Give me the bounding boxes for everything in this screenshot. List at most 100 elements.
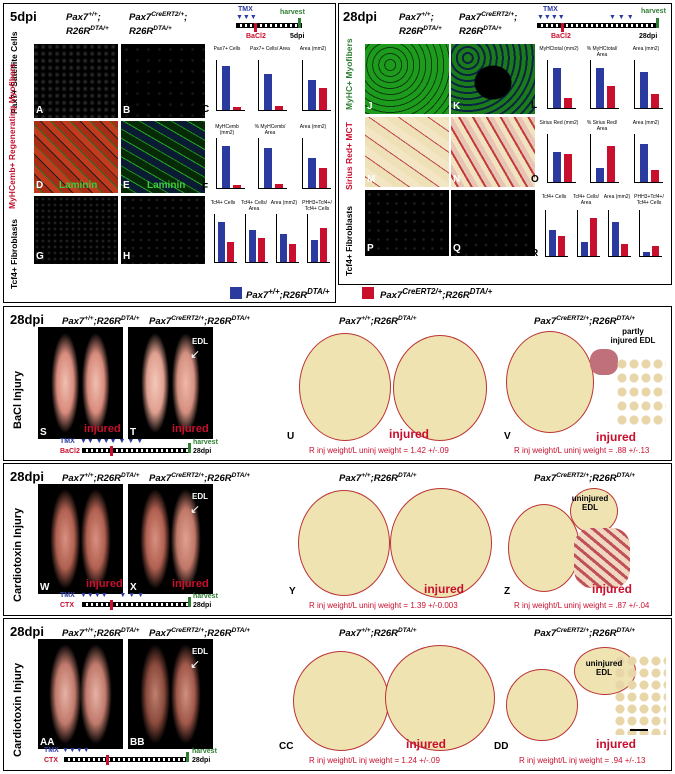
bar-wt	[640, 144, 648, 182]
image-A	[34, 44, 118, 118]
bar-wt	[553, 68, 561, 108]
chart-axis	[634, 134, 663, 183]
genotype-ko-section: Pax7CreERT2/+;R26RDTA/+	[534, 627, 636, 640]
chart-axis	[245, 214, 268, 263]
row-bacl: 28dpi BaCl Injury Pax7+/+;R26RDTA/+ Pax7…	[3, 306, 672, 461]
chart-axis	[590, 60, 619, 109]
letter-Y: Y	[289, 586, 296, 597]
letter-E: E	[123, 180, 130, 191]
letter-J: J	[367, 101, 373, 112]
timeline-harvest-label: harvest	[192, 748, 217, 755]
edl-arrow-icon: ↙	[190, 347, 201, 361]
letter-DD: DD	[494, 741, 509, 752]
section-CC	[289, 641, 499, 753]
letter-C: C	[202, 104, 210, 115]
section-edl-fragment	[590, 349, 618, 375]
row-label-myhcemb: MyHCemb+ Regenerating Myofibers	[7, 63, 17, 209]
row-label-tcf4: Tcf4+ Fibroblasts	[9, 219, 19, 289]
bar-wt	[581, 242, 588, 256]
letter-S: S	[40, 427, 47, 438]
timeline-dpi-label: 28dpi	[639, 33, 658, 40]
row-label-myhc: MyHC+ Myofibers	[344, 38, 354, 110]
section-left-half	[293, 651, 389, 751]
letter-BB: BB	[130, 737, 145, 748]
timeline-bar	[537, 23, 659, 28]
bar-wt	[640, 72, 648, 108]
letter-H: H	[123, 251, 131, 262]
bar-ko	[233, 107, 241, 110]
bar-ko	[621, 244, 628, 256]
tmx-arrows: ▼▼▼▼	[62, 747, 90, 754]
chart-axis	[276, 214, 299, 263]
bar-ko	[275, 106, 283, 110]
injection-marker	[106, 755, 109, 765]
chart-title: Tcf4+ Cells/ Area	[241, 200, 267, 212]
timeline-tmx-label: TMX	[60, 592, 75, 599]
genotype-ko: Pax7CreERT2/+;R26RDTA/+	[149, 472, 251, 485]
weight-ratio-wt: R inj weight/L uninj weight = 1.39 +/-0.…	[309, 601, 458, 610]
row-side-label: Cardiotoxin Injury	[12, 662, 24, 757]
letter-L: L	[531, 100, 538, 111]
image-Q	[451, 190, 535, 256]
letter-P: P	[367, 243, 374, 254]
charts-row2: Sirius Red (mm2) % Sirius Red/ Area Area…	[531, 120, 667, 190]
weight-ratio-ko: R inj weight/L uninj weight = .87 +/-.04	[514, 601, 650, 610]
chart-title: Area (mm2)	[603, 194, 631, 200]
letter-V: V	[504, 431, 511, 442]
injured-label-Z: injured	[592, 582, 633, 596]
image-J	[365, 44, 449, 114]
chart-title: PHH3+Tcf4+/ Tcf4+ Cells	[302, 200, 332, 212]
chart-axis	[258, 60, 287, 111]
edl-label: EDL	[192, 337, 208, 346]
timeline-dpi-label: 28dpi	[193, 602, 212, 609]
chart-title: Area (mm2)	[632, 46, 660, 52]
image-N	[451, 117, 535, 187]
bar-ko	[233, 185, 241, 188]
harvest-marker	[188, 597, 191, 607]
panel-28dpi: 28dpi Pax7+/+; R26RDTA/+ Pax7CreERT2/+; R2…	[338, 3, 672, 285]
chart-title: % Sirius Red/ Area	[586, 120, 618, 132]
injured-label-W: injured	[86, 578, 123, 590]
genotype-wt-header: Pax7+/+; R26RDTA/+	[399, 11, 442, 38]
chart-axis	[608, 210, 631, 257]
chart-axis	[307, 214, 330, 263]
section-Y	[296, 486, 496, 598]
timeline: TMX ▼▼▼▼ ▼ ▼ ▼ harvest BaCl2 28dpi	[535, 6, 671, 46]
chart-title: Pax7+ Cells/ Area	[250, 46, 290, 52]
section-edl	[570, 488, 618, 534]
tmx-arrows: ▼▼▼▼	[537, 14, 565, 21]
timeline-agent-label: CTX	[44, 757, 58, 764]
timeline-dpi-label: 28dpi	[192, 757, 211, 764]
chart-title: Area (mm2)	[299, 124, 327, 130]
tmx-arrows: ▼▼▼▼ ▼ ▼ ▼	[80, 592, 145, 599]
timeline: TMX ▼▼▼▼ CTX harvest 28dpi	[44, 747, 234, 769]
chart-axis	[216, 138, 245, 189]
legend-swatch-ko	[362, 287, 374, 299]
image-E	[121, 121, 205, 193]
bar-wt	[218, 222, 225, 262]
section-left-half	[298, 490, 390, 596]
timeline-harvest-label: harvest	[280, 9, 305, 16]
timeline: TMX ▼▼▼▼ ▼ ▼ ▼ CTX harvest 28dpi	[60, 592, 230, 614]
uninjured-edl-note: uninjured EDL	[585, 659, 623, 677]
timeline-tmx-label: TMX	[238, 6, 253, 13]
letter-B: B	[123, 105, 131, 116]
timeline-dpi-label: 28dpi	[193, 448, 212, 455]
bar-wt	[612, 222, 619, 256]
timeline-bacl-label: BaCl2	[551, 33, 571, 40]
legend-label-ko: Pax7CreERT2/+;R26RDTA/+	[380, 287, 493, 302]
injection-marker	[254, 23, 257, 32]
bar-ko	[258, 238, 265, 262]
chart-axis	[216, 60, 245, 111]
chart-axis	[577, 210, 600, 257]
letter-G: G	[36, 251, 44, 262]
chart-title: Area (mm2)	[299, 46, 327, 52]
timeline-bar	[236, 23, 302, 28]
bar-ko	[652, 246, 659, 256]
harvest-marker	[188, 443, 191, 453]
bar-wt	[264, 148, 272, 188]
weight-ratio-wt: R inj weight/L inj weight = 1.24 +/-.09	[309, 756, 440, 765]
tmx-arrows-late: ▼ ▼ ▼	[609, 14, 634, 21]
image-B	[121, 44, 205, 118]
timeline-harvest-label: harvest	[641, 8, 666, 15]
